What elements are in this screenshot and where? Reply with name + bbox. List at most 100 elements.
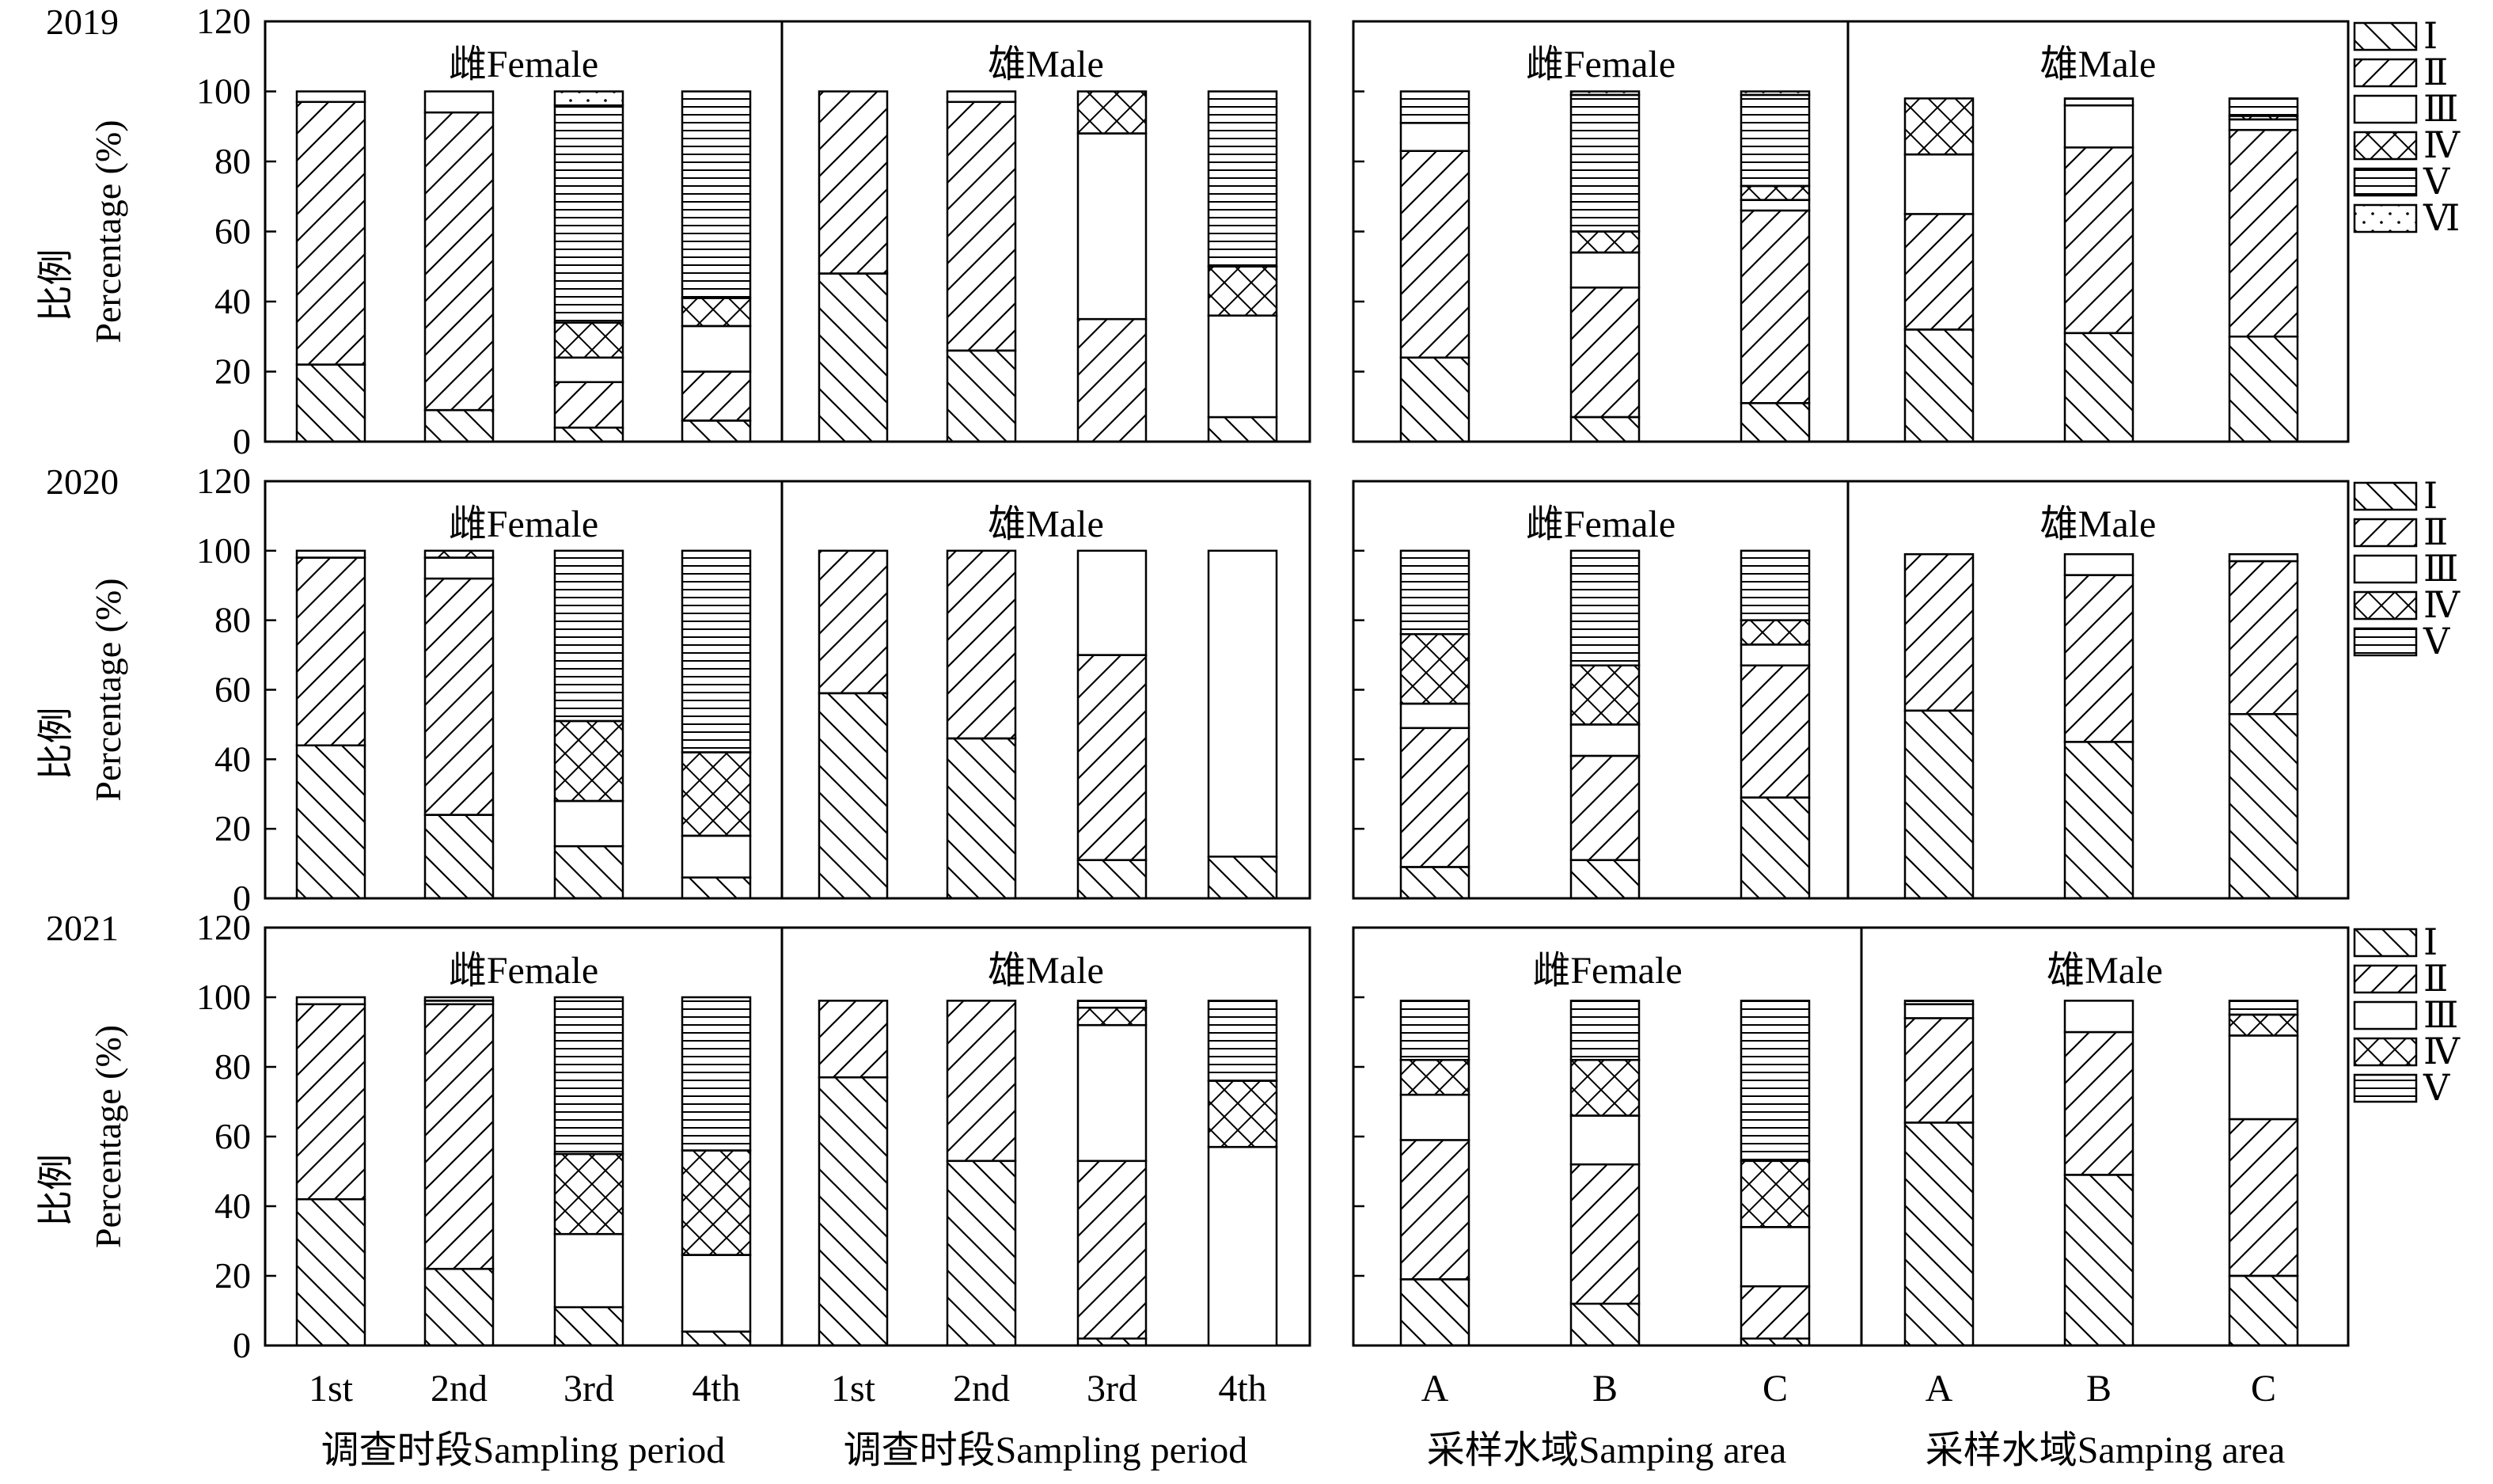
chart-panel-2019-period: 0 20 40 60 80 100 120 2019 雌Female 雄Male: [46, 1, 1311, 461]
group-label: 雄Male: [2040, 503, 2157, 545]
bar-segment: [1903, 709, 1975, 900]
bar-segment: [681, 751, 752, 837]
bar-segment: [1399, 1000, 1470, 1061]
x-axis-label: 调查时段Sampling period: [844, 1429, 1248, 1471]
bar-segment: [946, 1159, 1017, 1347]
bar-segment: [295, 101, 366, 366]
bar-segment: [946, 737, 1017, 900]
bar-segment: [553, 996, 624, 1156]
bar-segment: [423, 111, 495, 412]
bar-segment: [2063, 741, 2134, 900]
bar-segment: [1903, 328, 1975, 443]
bar-segment: [295, 744, 366, 900]
bar-segment: [2228, 552, 2299, 563]
bar-segment: [1076, 1006, 1148, 1027]
bar-segment: [2228, 336, 2299, 443]
bar-segment: [681, 419, 752, 443]
group-label: 雌Female: [449, 503, 598, 545]
x-tick-label: 3rd: [1087, 1368, 1137, 1410]
legend-swatch: [2353, 1073, 2418, 1103]
bar-segment: [2228, 1118, 2299, 1277]
bar-segment: [553, 1152, 624, 1235]
x-tick-label: 1st: [831, 1368, 876, 1410]
legend-label: Ⅲ: [2423, 995, 2458, 1035]
bar-segment: [818, 1000, 889, 1079]
year-label: 2020: [46, 461, 119, 502]
bar-segment: [1903, 1003, 1975, 1019]
bar-segment: [1076, 1000, 1148, 1009]
bar-segment: [295, 1003, 366, 1201]
y-tick-label: 40: [214, 738, 251, 779]
y-tick-label: 80: [214, 1046, 251, 1087]
bar-segment: [553, 844, 624, 900]
group-label: 雄Male: [988, 503, 1104, 545]
group-label: 雌Female: [449, 44, 598, 85]
y-tick-label: 0: [233, 878, 251, 918]
bar-segment: [1207, 549, 1278, 858]
bar-segment: [423, 577, 495, 816]
bar-segment: [2063, 1174, 2134, 1347]
legend-swatch: [2353, 58, 2418, 88]
bar-segment: [1569, 1302, 1641, 1347]
y-axis-label-cn: 比例: [36, 249, 76, 322]
bar-segment: [295, 556, 366, 747]
y-axis-label-cn: 比例: [36, 708, 76, 780]
bar-segment: [553, 90, 624, 107]
group-label: 雄Male: [2040, 44, 2157, 85]
bar-segment: [423, 996, 495, 1002]
y-tick-label: 0: [233, 421, 251, 461]
bar-segment: [2228, 1034, 2299, 1121]
bar-segment: [1903, 552, 1975, 712]
bar-segment: [2063, 1030, 2134, 1176]
legend-swatch: [2353, 131, 2418, 161]
chart-panel-2020-area: 雌Female 雄Male: [1352, 480, 2350, 900]
y-axis-label-en: Percentage (%): [88, 120, 128, 343]
panel-frame: [1352, 20, 2350, 443]
legend-label: Ⅴ: [2423, 1068, 2450, 1108]
bar-segment: [1399, 90, 1470, 124]
bar-segment: [1076, 90, 1148, 135]
bar-segment: [681, 90, 752, 299]
bar-segment: [1740, 209, 1811, 404]
bar-segment: [1207, 1000, 1278, 1082]
group-label: 雌Female: [1526, 503, 1675, 545]
legend-swatch: [2353, 203, 2418, 233]
y-tick-label: 100: [196, 977, 251, 1017]
bar-segment: [1399, 632, 1470, 705]
bar-segment: [423, 556, 495, 580]
bar-segment: [1207, 1080, 1278, 1148]
bar-segment: [1076, 1159, 1148, 1340]
bar-segment: [295, 549, 366, 559]
bar-segment: [1399, 122, 1470, 152]
bar-segment: [1903, 1017, 1975, 1124]
legend-label: Ⅵ: [2423, 198, 2460, 238]
bar-segment: [1399, 866, 1470, 900]
bar-segment: [1399, 1093, 1470, 1141]
y-tick-label: 80: [214, 600, 251, 640]
y-axis-label-en: Percentage (%): [88, 1025, 128, 1248]
y-tick-label: 20: [214, 351, 251, 392]
bar-segment: [1740, 1285, 1811, 1340]
legend-swatch: [2353, 590, 2418, 621]
bar-segment: [681, 1149, 752, 1256]
legend-swatch: [2353, 554, 2418, 584]
bar-segment: [553, 719, 624, 803]
legend-label: Ⅲ: [2423, 548, 2458, 589]
bar-segment: [681, 996, 752, 1152]
x-tick-label: C: [1763, 1368, 1788, 1410]
y-axis-label-en: Percentage (%): [88, 578, 128, 801]
legend-swatch: [2353, 481, 2418, 511]
bar-segment: [818, 272, 889, 443]
y-axis-label-cn: 比例: [36, 1154, 76, 1227]
x-tick-label: 2nd: [431, 1368, 488, 1410]
bar-segment: [681, 297, 752, 328]
panel-frame: [1352, 926, 2350, 1347]
bar-segment: [553, 427, 624, 443]
bar-segment: [1399, 1058, 1470, 1096]
x-axis-label: 采样水域Samping area: [1926, 1429, 2286, 1471]
y-tick-label: 120: [196, 907, 251, 947]
bar-segment: [1740, 184, 1811, 201]
